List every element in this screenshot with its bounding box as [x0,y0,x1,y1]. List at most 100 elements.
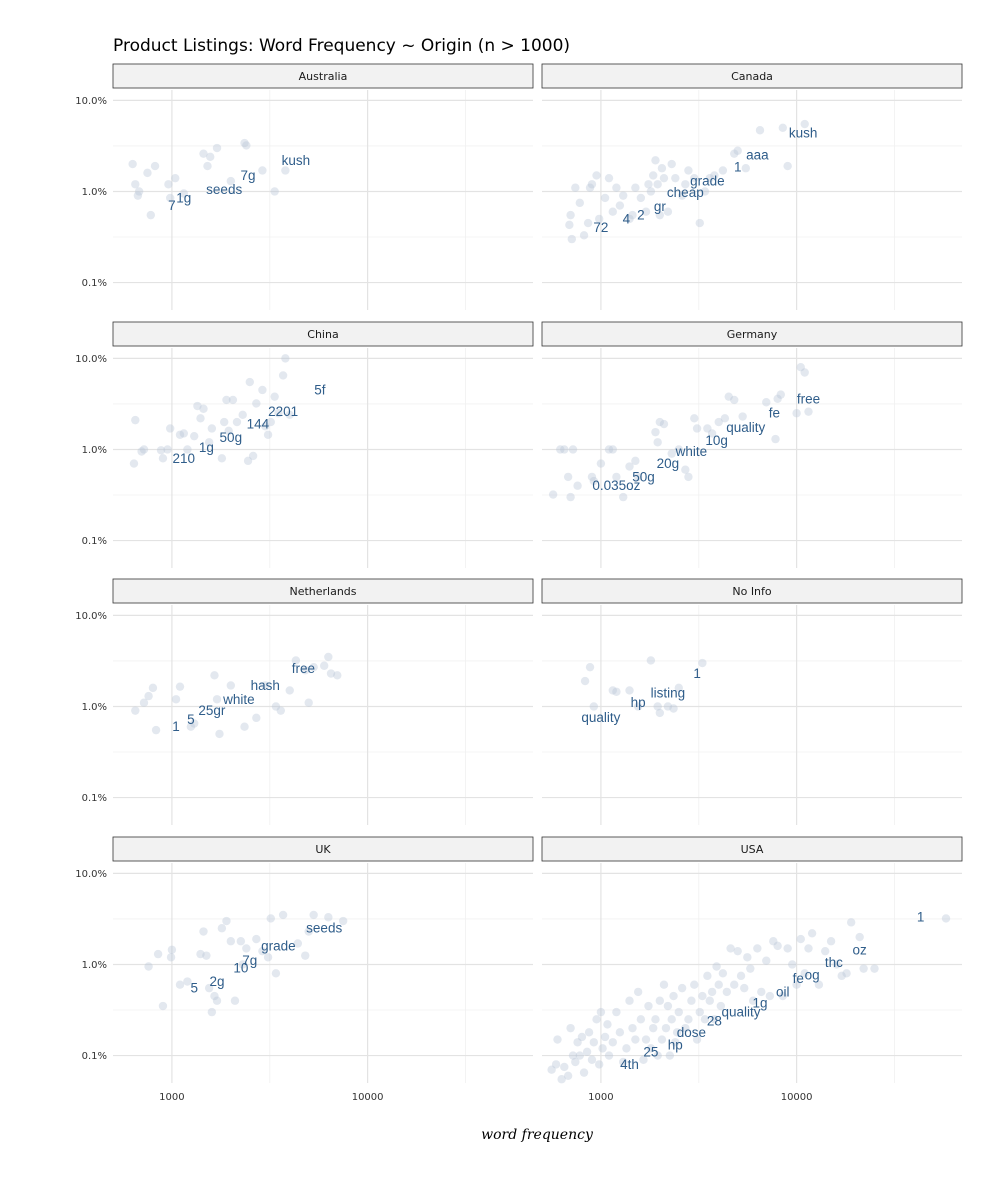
data-point [158,454,168,463]
data-point [207,1007,217,1017]
data-point [573,481,582,490]
word-label: kush [789,125,818,140]
data-point [183,977,192,986]
data-point [870,964,879,973]
data-point [684,1015,693,1024]
data-point [129,459,139,468]
data-point [285,686,294,695]
data-point [163,445,172,454]
word-label: fe [793,971,804,986]
y-tick-label: 0.1% [82,1051,107,1062]
data-point [551,1060,561,1069]
data-point [571,183,580,192]
data-point [153,949,163,959]
panel-germany: Germany free fe quality10gwhite20g50g0.035o… [541,321,963,568]
word-label: quality [722,1005,761,1020]
y-tick-label: 0.1% [82,793,107,804]
word-label: og [805,967,820,982]
data-point [266,417,275,427]
word-label: listing [651,686,686,701]
strip-label-china: China [307,328,338,341]
data-point [724,392,733,401]
data-point [604,1051,614,1060]
data-point [258,946,267,956]
data-point [730,149,739,158]
word-label: hash [251,678,280,693]
data-point [712,962,721,971]
data-point [807,929,817,938]
word-label: grade [690,174,725,189]
data-point [579,1068,589,1077]
data-point [622,1044,631,1053]
data-point [230,996,240,1005]
data-point [718,969,728,978]
data-point [281,354,290,363]
data-point [207,424,217,433]
data-point [333,671,342,680]
data-point [778,991,788,1001]
strip-canada [541,63,963,89]
word-label: white [675,444,708,459]
data-point [778,123,788,133]
data-point [594,1060,604,1069]
word-label: kush [282,153,311,168]
word-label: 25gr [198,703,226,718]
data-point [718,166,728,175]
data-point [671,173,680,183]
data-point [659,419,669,429]
y-tick-label: 0.1% [82,536,107,547]
data-point [215,729,224,739]
data-point [740,983,749,993]
word-label: 1g [199,440,214,455]
data-point [633,472,643,482]
word-label: 2g [209,974,224,989]
data-point [143,168,152,178]
data-point [589,476,599,486]
data-point [240,722,249,731]
word-label: 7 [168,198,176,213]
data-point [276,706,285,715]
data-point [733,946,742,956]
data-point [646,656,656,665]
data-point [741,164,751,173]
data-point [210,671,219,680]
data-point [252,399,261,408]
data-point [190,719,199,728]
data-point [563,1071,573,1080]
data-point [148,683,158,693]
data-point [619,191,628,200]
data-point [842,969,851,978]
data-point [563,472,573,482]
data-point [625,996,634,1005]
data-point [579,231,589,240]
word-label: 2201 [268,404,298,419]
data-point [568,1051,578,1060]
x-tick-label: 1000 [159,1092,184,1103]
data-point [653,438,662,447]
word-label: 28 [707,1013,722,1028]
data-point [567,234,577,244]
data-point [653,180,662,189]
data-point [193,401,202,411]
data-point [167,945,177,954]
data-point [587,180,597,189]
data-point [164,180,173,189]
strip-netherlands [112,578,534,604]
strip-no-info [541,578,963,604]
data-point [270,187,279,196]
data-point [128,159,137,169]
data-point [771,434,780,444]
data-point [196,414,205,423]
word-label: hp [668,1038,683,1053]
data-point [258,385,267,395]
data-point [655,708,665,718]
data-point [665,1051,675,1060]
data-point [804,944,813,953]
data-point [165,424,175,433]
data-point [242,944,251,953]
data-point [190,431,199,441]
data-point [309,910,318,920]
data-point [179,189,188,198]
